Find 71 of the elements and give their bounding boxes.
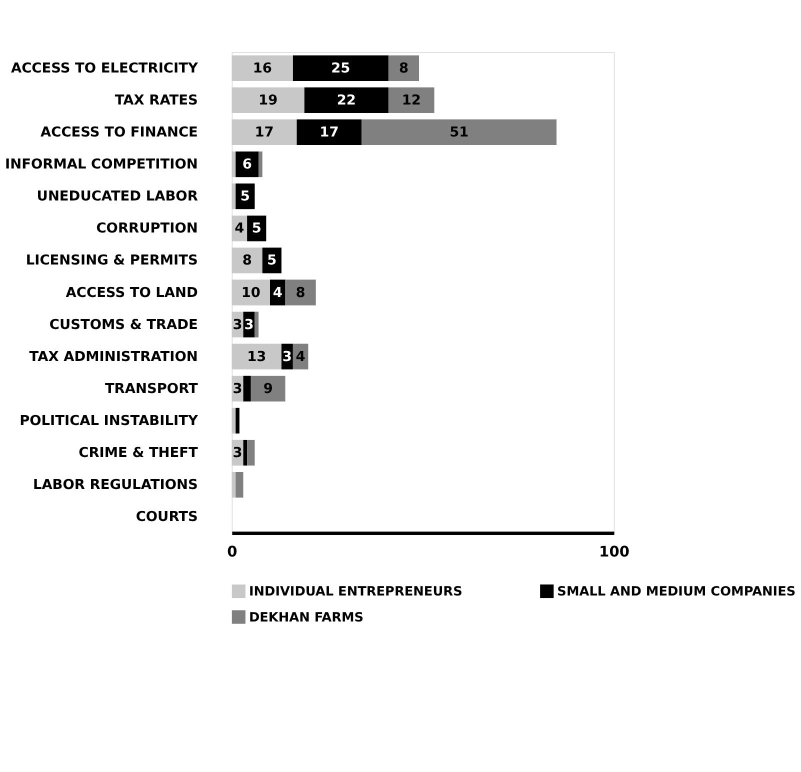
- data-label: 19: [258, 92, 278, 108]
- data-label: 8: [242, 252, 252, 269]
- data-label: 13: [247, 348, 266, 365]
- data-label: 16: [252, 60, 272, 76]
- data-label: 25: [331, 60, 350, 76]
- data-label: 17: [254, 124, 274, 141]
- bar: [388, 55, 419, 81]
- data-label: 8: [296, 284, 306, 301]
- data-label: 22: [336, 92, 356, 108]
- data-label: 3: [282, 348, 292, 365]
- data-label: 5: [240, 188, 250, 205]
- y-tick-label: CRIME & THEFT: [78, 445, 199, 462]
- bar: [232, 248, 262, 274]
- data-label: 9: [263, 380, 273, 397]
- bar: [296, 119, 362, 146]
- bar: [388, 87, 434, 114]
- y-tick-label: CUSTOMS & TRADE: [49, 316, 198, 333]
- data-label: 4: [234, 220, 244, 237]
- bar: [232, 472, 236, 498]
- bar: [232, 119, 297, 146]
- bar: [250, 376, 286, 402]
- bar: [232, 55, 293, 81]
- bar: [232, 408, 236, 434]
- legend-label: INDIVIDUAL ENTREPRENEURS: [248, 584, 462, 600]
- data-label: 8: [398, 60, 408, 76]
- y-tick-label: COURTS: [136, 509, 198, 526]
- bar: [232, 280, 270, 306]
- bar: [362, 119, 557, 146]
- y-tick-label: TAX RATES: [114, 92, 198, 108]
- y-tick-label: ACCESS TO ELECTRICITY: [11, 60, 199, 76]
- data-label: 3: [232, 316, 242, 333]
- y-tick-label: INFORMAL COMPETITION: [5, 156, 198, 173]
- data-label: 12: [402, 92, 421, 108]
- data-label: 6: [242, 156, 252, 173]
- bar: [236, 472, 244, 498]
- bar: [232, 151, 236, 178]
- data-label: 3: [244, 316, 254, 333]
- data-label: 3: [232, 445, 242, 462]
- bar: [247, 440, 255, 466]
- y-tick-label: TRANSPORT: [104, 380, 199, 397]
- bar: [243, 440, 248, 466]
- data-label: 5: [252, 220, 262, 237]
- data-label: 10: [241, 284, 260, 301]
- bar: [254, 312, 259, 338]
- y-tick-label: CORRUPTION: [96, 220, 198, 237]
- x-tick-label: 100: [599, 543, 630, 560]
- bar: [292, 55, 388, 81]
- data-label: 4: [296, 348, 306, 365]
- y-tick-label: POLITICAL INSTABILITY: [20, 412, 199, 429]
- bar: [232, 87, 304, 114]
- y-tick-label: ACCESS TO FINANCE: [40, 124, 198, 141]
- data-label: 4: [272, 284, 282, 301]
- bar: [258, 151, 262, 178]
- bar: [304, 87, 388, 114]
- y-tick-label: ACCESS TO LAND: [66, 284, 198, 301]
- bar: [236, 408, 240, 434]
- bar: [285, 280, 316, 306]
- y-tick-label: TAX ADMINISTRATION: [29, 348, 198, 365]
- legend-label: DEKHAN FARMS: [248, 610, 364, 626]
- y-tick-label: LICENSING & PERMITS: [26, 252, 198, 269]
- data-label: 3: [232, 380, 242, 397]
- bar: [243, 376, 251, 402]
- x-tick-label: 0: [227, 543, 238, 560]
- legend-label: SMALL AND MEDIUM COMPANIES: [557, 584, 796, 600]
- data-label: 17: [320, 124, 339, 141]
- data-label: 5: [267, 252, 277, 269]
- bar: [232, 344, 282, 370]
- bar: [232, 184, 236, 210]
- y-tick-label: UNEDUCATED LABOR: [36, 188, 198, 205]
- data-label: 51: [450, 124, 469, 141]
- y-tick-label: LABOR REGULATIONS: [32, 477, 198, 494]
